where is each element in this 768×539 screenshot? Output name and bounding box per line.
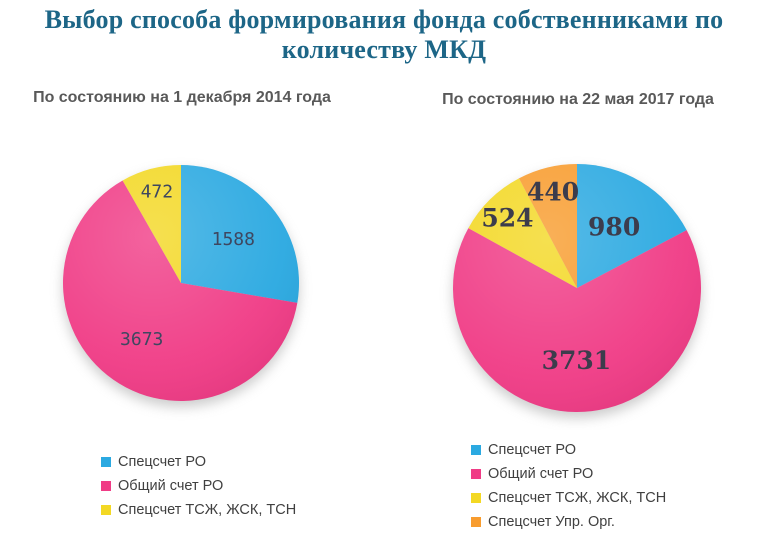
slice-value-label: 3673 (120, 329, 163, 350)
legend-item: Спецсчет РО (101, 450, 296, 474)
legend-label: Спецсчет ТСЖ, ЖСК, ТСН (118, 501, 297, 518)
legend-item: Общий счет РО (471, 462, 666, 486)
legend-label: Спецсчет РО (488, 441, 577, 458)
legend-label: Спецсчет ТСЖ, ЖСК, ТСН (488, 489, 667, 506)
legend-item: Спецсчет РО (471, 438, 666, 462)
legend-2014: Спецсчет РО Общий счет РО Спецсчет ТСЖ, ЖС… (101, 450, 296, 522)
pie-chart-2014: 1588 3673 472 (62, 165, 299, 402)
legend-swatch (471, 469, 481, 479)
legend-label: Спецсчет РО (118, 453, 207, 470)
legend-item: Спецсчет ТСЖ, ЖСК, ТСН (101, 498, 296, 522)
slice-value-label: 980 (588, 212, 640, 241)
legend-swatch (101, 457, 111, 467)
legend-item: Общий счет РО (101, 474, 296, 498)
chart-2017-subtitle: По состоянию на 22 мая 2017 года (442, 91, 714, 108)
legend-2017: Спецсчет РО Общий счет РО Спецсчет ТСЖ, ЖС… (471, 438, 666, 534)
slice-value-label: 1588 (212, 229, 255, 250)
slice-value-label: 440 (527, 178, 579, 207)
legend-label: Общий счет РО (488, 465, 594, 482)
slice-value-label: 472 (141, 182, 174, 203)
legend-label: Спецсчет Упр. Орг. (488, 513, 615, 530)
legend-swatch (471, 493, 481, 503)
legend-swatch (471, 445, 481, 455)
legend-swatch (471, 517, 481, 527)
chart-2014-subtitle: По состоянию на 1 декабря 2014 года (33, 89, 331, 106)
legend-swatch (101, 481, 111, 491)
legend-item: Спецсчет Упр. Орг. (471, 510, 666, 534)
slice-value-label: 524 (481, 203, 533, 232)
legend-item: Спецсчет ТСЖ, ЖСК, ТСН (471, 486, 666, 510)
legend-swatch (101, 505, 111, 515)
slide-title: Выбор способа формирования фонда собстве… (44, 5, 724, 64)
legend-label: Общий счет РО (118, 477, 224, 494)
slice-value-label: 3731 (542, 346, 612, 375)
